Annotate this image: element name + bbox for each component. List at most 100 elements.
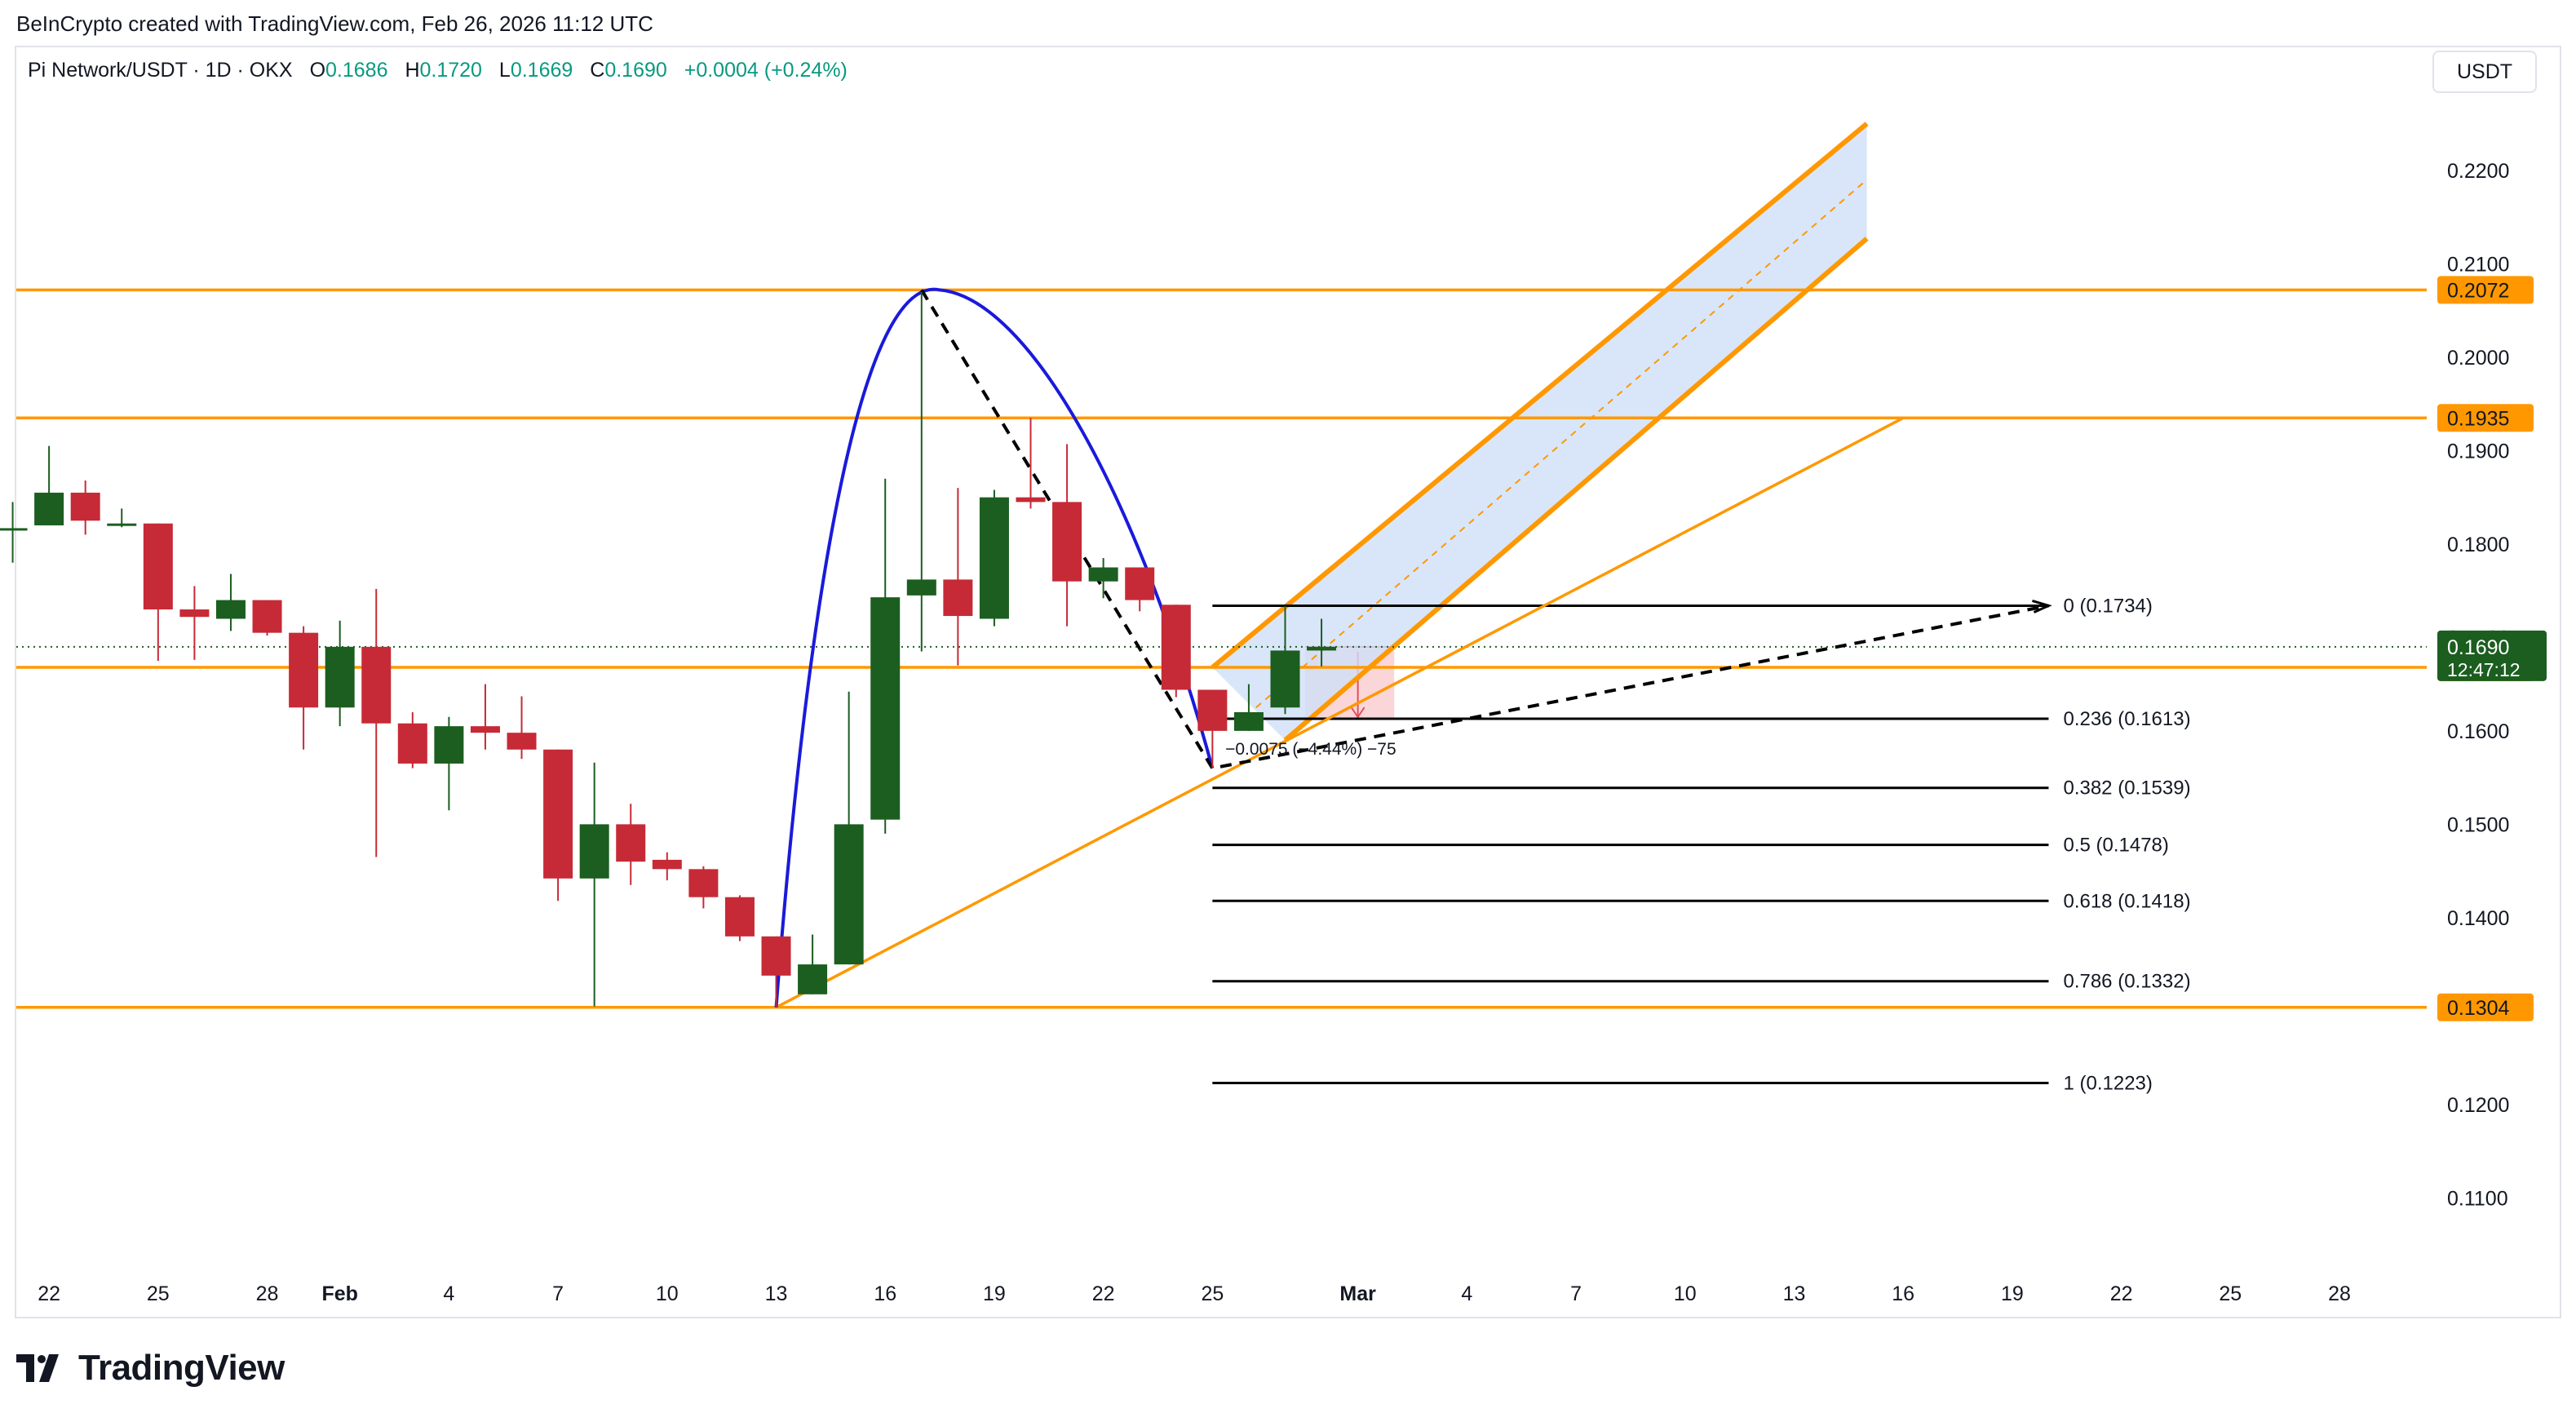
candle-down[interactable]	[1052, 502, 1082, 582]
x-axis-tick-label: Mar	[1339, 1282, 1376, 1305]
fib-level-label: 1 (0.1223)	[2063, 1073, 2152, 1095]
currency-label: USDT	[2456, 60, 2513, 83]
candle-up[interactable]	[1233, 711, 1264, 731]
x-axis-tick-label: 19	[983, 1282, 1006, 1305]
candle-up[interactable]	[1088, 567, 1118, 582]
change-value: +0.0004 (+0.24%)	[684, 59, 848, 82]
x-axis-tick-label: 13	[1783, 1282, 1806, 1305]
candle-up[interactable]	[834, 824, 864, 965]
candle-down[interactable]	[179, 609, 210, 618]
candle-down[interactable]	[761, 936, 791, 976]
projection-arrow-head	[1350, 706, 1365, 719]
candle-up[interactable]	[798, 964, 828, 994]
currency-selector[interactable]: USDT	[2432, 51, 2537, 93]
y-axis-tick-label: 0.2200	[2447, 160, 2509, 183]
candle-up[interactable]	[579, 824, 609, 879]
x-axis-tick-label: 28	[2328, 1282, 2351, 1305]
fib-level-label: 0.786 (0.1332)	[2063, 971, 2190, 993]
candle-down[interactable]	[507, 733, 537, 750]
x-axis-tick-label: 28	[256, 1282, 279, 1305]
y-axis-tick-label: 0.1400	[2447, 907, 2509, 930]
candle-up[interactable]	[870, 597, 901, 820]
candle-down[interactable]	[289, 632, 319, 708]
rising-trendline[interactable]	[775, 416, 1905, 1009]
candle-down[interactable]	[252, 600, 282, 633]
candle-up[interactable]	[434, 726, 464, 764]
last-price-badge[interactable]	[2437, 630, 2547, 681]
open-label: O	[309, 59, 326, 82]
x-axis-tick-label: 7	[552, 1282, 564, 1305]
x-axis-tick-label: 22	[1092, 1282, 1115, 1305]
dashed-projection-path[interactable]	[920, 289, 2049, 770]
x-axis-tick-label: 4	[1461, 1282, 1472, 1305]
candle-down[interactable]	[70, 492, 100, 521]
candle-down[interactable]	[397, 723, 427, 764]
candle-down[interactable]	[1016, 497, 1046, 503]
candle-up[interactable]	[0, 528, 28, 531]
price-label-text: 0.1304	[2447, 997, 2510, 1020]
projection-label: −0.0075 (−4.44%) −75	[1225, 740, 1396, 759]
channel-lower-line[interactable]	[1283, 237, 1869, 742]
dashed-path-arrowhead	[2032, 600, 2052, 613]
price-label-text: 0.1935	[2447, 407, 2509, 430]
high-label: H	[405, 59, 420, 82]
cup-arc-line[interactable]	[774, 287, 1215, 1008]
price-label-badge[interactable]	[2437, 276, 2534, 304]
y-axis-tick-label: 0.2100	[2447, 253, 2509, 276]
last-price-text: 0.1690	[2447, 636, 2509, 659]
channel-fill	[1212, 123, 1867, 741]
fib-level-label: 0.618 (0.1418)	[2063, 890, 2190, 912]
candle-up[interactable]	[906, 579, 936, 596]
candle-down[interactable]	[1197, 689, 1228, 731]
candle-up[interactable]	[979, 497, 1009, 619]
fib-level-label: 0.5 (0.1478)	[2063, 835, 2168, 857]
x-axis-tick-label: 10	[1674, 1282, 1697, 1305]
candle-up[interactable]	[34, 492, 64, 525]
candle-up[interactable]	[1307, 646, 1337, 651]
y-axis-tick-label: 0.1500	[2447, 813, 2509, 836]
candle-up[interactable]	[325, 646, 355, 708]
chart-legend: Pi Network/USDT · 1D · OKX O0.1686 H0.17…	[28, 59, 859, 82]
y-axis-tick-label: 0.2000	[2447, 347, 2509, 370]
candle-down[interactable]	[688, 869, 719, 897]
candle-up[interactable]	[107, 523, 137, 526]
tradingview-logo-icon	[16, 1354, 59, 1382]
x-axis-tick-label: 22	[2110, 1282, 2133, 1305]
candle-down[interactable]	[943, 579, 973, 617]
price-label-text: 0.2072	[2447, 279, 2509, 302]
candle-up[interactable]	[215, 600, 246, 619]
y-axis-tick-label: 0.1600	[2447, 720, 2509, 743]
x-axis-tick-label: 13	[765, 1282, 788, 1305]
candle-down[interactable]	[361, 646, 392, 724]
candle-down[interactable]	[724, 897, 755, 937]
fib-level-label: 0.236 (0.1613)	[2063, 708, 2190, 730]
tradingview-logo: TradingView	[16, 1348, 285, 1389]
x-axis-tick-label: 25	[1201, 1282, 1224, 1305]
low-value: 0.1669	[510, 59, 573, 82]
y-axis-tick-label: 0.1200	[2447, 1094, 2509, 1117]
x-axis-tick-label: 22	[38, 1282, 60, 1305]
x-axis-tick-label: 7	[1570, 1282, 1582, 1305]
price-label-badge[interactable]	[2437, 993, 2534, 1021]
candle-up[interactable]	[1270, 650, 1300, 708]
fib-level-label: 0.382 (0.1539)	[2063, 777, 2190, 800]
candle-down[interactable]	[543, 749, 573, 879]
candle-down[interactable]	[143, 523, 173, 610]
price-label-badge[interactable]	[2437, 404, 2534, 432]
low-label: L	[498, 59, 511, 82]
candle-down[interactable]	[1125, 567, 1155, 600]
channel-upper-line[interactable]	[1211, 122, 1869, 670]
open-value: 0.1686	[325, 59, 388, 82]
y-axis-tick-label: 0.1800	[2447, 534, 2509, 556]
candle-down[interactable]	[616, 824, 646, 862]
y-axis-tick-label: 0.1100	[2447, 1187, 2508, 1210]
x-axis-tick-label: 25	[2219, 1282, 2242, 1305]
close-label: C	[590, 59, 605, 82]
countdown-text: 12:47:12	[2447, 659, 2521, 680]
candle-down[interactable]	[652, 859, 682, 870]
candle-down[interactable]	[1161, 605, 1191, 690]
candle-down[interactable]	[470, 726, 500, 733]
chart-frame[interactable]	[15, 46, 2561, 1318]
x-axis-tick-label: 10	[656, 1282, 679, 1305]
